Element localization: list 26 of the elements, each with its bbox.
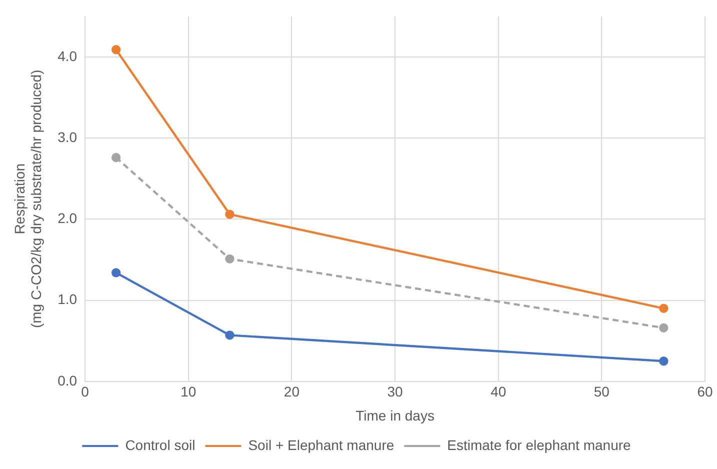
x-axis-title: Time in days — [356, 407, 434, 424]
x-tick-label: 20 — [284, 384, 300, 400]
y-tick-label: 0.0 — [58, 372, 78, 388]
point — [225, 330, 234, 340]
x-tick-label: 40 — [490, 384, 506, 400]
point — [111, 152, 121, 162]
point — [111, 45, 121, 54]
x-tick-label: 30 — [387, 384, 404, 400]
legend-label: Estimate for elephant manure — [447, 436, 632, 453]
y-tick-label: 3.0 — [58, 128, 78, 145]
legend-label: Soil + Elephant manure — [248, 436, 394, 453]
y-tick-label: 1.0 — [58, 291, 78, 308]
x-tick-label: 60 — [697, 384, 713, 400]
legend-label: Control soil — [125, 436, 196, 453]
point — [111, 268, 121, 278]
x-tick-label: 0 — [81, 384, 90, 400]
point — [659, 323, 668, 332]
point — [225, 210, 234, 219]
y-axis-title: Respiration (mg C-CO2/kg dry substrate/hr produced) — [11, 70, 44, 328]
y-tick-label: 4.0 — [58, 48, 78, 64]
point — [659, 304, 668, 313]
x-tick-label: 10 — [180, 384, 196, 400]
x-tick-label: 50 — [594, 384, 610, 400]
point — [659, 356, 668, 366]
y-tick-label: 2.0 — [58, 210, 78, 226]
point — [225, 254, 234, 264]
